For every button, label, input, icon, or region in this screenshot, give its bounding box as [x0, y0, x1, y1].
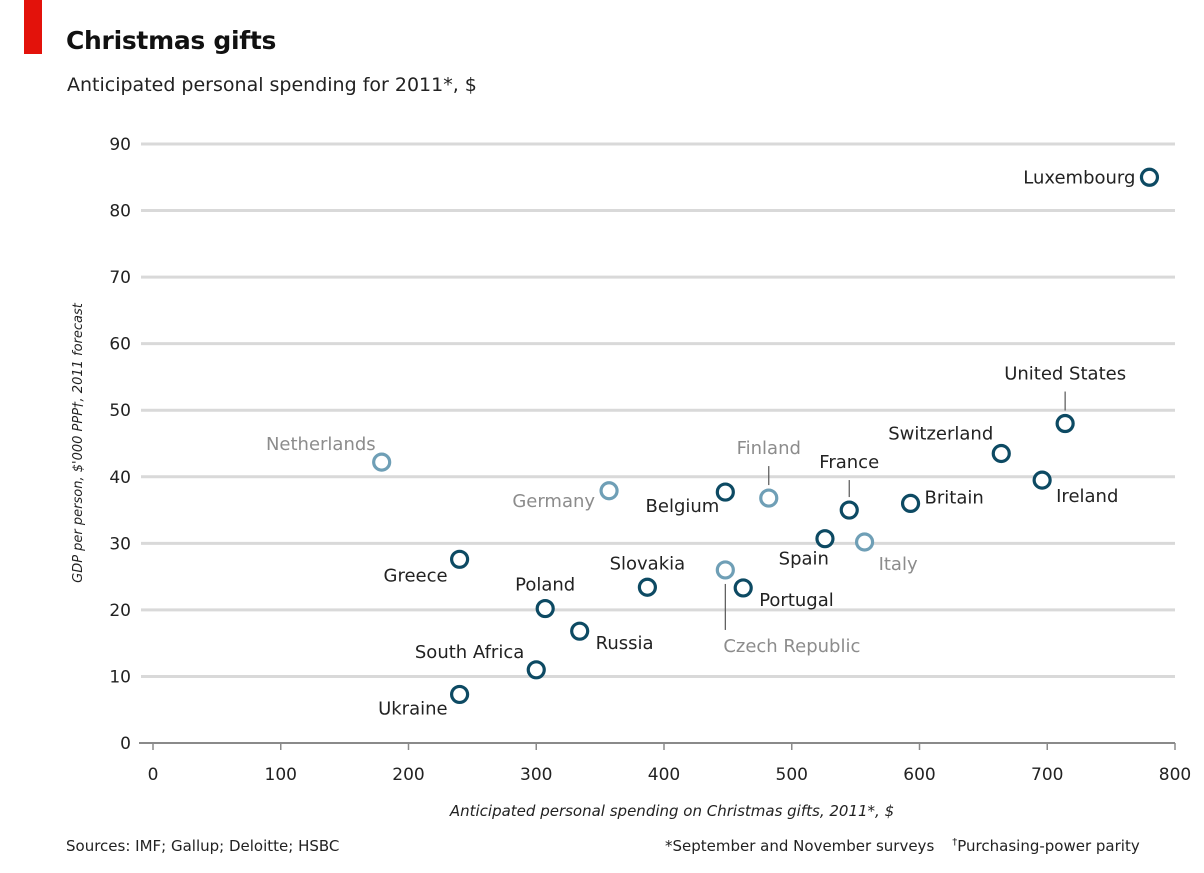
x-tick-label: 200: [392, 765, 424, 785]
point-label-luxembourg: Luxembourg: [1023, 167, 1135, 188]
point-label-italy: Italy: [879, 554, 918, 575]
point-switzerland: [991, 443, 1011, 464]
x-tick-label: 800: [1159, 765, 1191, 785]
x-tick-label: 500: [776, 765, 808, 785]
x-tick-label: 100: [265, 765, 297, 785]
point-russia: [570, 621, 590, 641]
point-label-ukraine: Ukraine: [378, 698, 448, 719]
point-ireland: [1032, 470, 1052, 490]
data-points: [372, 167, 1160, 705]
y-tick-label: 20: [109, 601, 131, 621]
y-tick-label: 50: [109, 401, 131, 421]
y-tick-label: 40: [109, 468, 131, 488]
y-tick-label: 90: [109, 135, 131, 155]
brand-red-tag: [24, 0, 42, 54]
point-label-united-states: United States: [1004, 364, 1126, 385]
point-netherlands: [372, 452, 392, 472]
y-axis-title: GDP per person, $'000 PPP†, 2011 forecas…: [71, 302, 86, 583]
point-label-switzerland: Switzerland: [888, 423, 993, 444]
point-label-south-africa: South Africa: [415, 642, 524, 663]
footer-notes: *September and November surveys †Purchasi…: [665, 837, 1184, 855]
point-greece: [450, 549, 470, 569]
point-portugal: [733, 578, 753, 598]
y-tick-label: 80: [109, 202, 131, 222]
point-south-africa: [526, 660, 546, 680]
footer-sources: Sources: IMF; Gallup; Deloitte; HSBC: [66, 837, 340, 855]
point-label-france: France: [819, 452, 879, 473]
y-tick-label: 30: [109, 534, 131, 554]
point-label-slovakia: Slovakia: [610, 553, 686, 574]
point-spain: [815, 529, 835, 549]
chart-subtitle: Anticipated personal spending for 2011*,…: [67, 74, 477, 96]
y-tick-label: 70: [109, 268, 131, 288]
chart-title: Christmas gifts: [66, 26, 277, 55]
x-tick-label: 700: [1031, 765, 1063, 785]
point-labels: Luxembourg United States Switzerland Irelan…: [266, 167, 1136, 719]
point-poland: [535, 598, 555, 619]
x-tick-label: 600: [903, 765, 935, 785]
point-label-russia: Russia: [596, 633, 654, 654]
leader-lines: [724, 391, 1066, 630]
footnote-dagger: Purchasing-power parity: [957, 837, 1140, 855]
gridlines: [141, 142, 1175, 678]
point-label-spain: Spain: [779, 549, 829, 570]
y-tick-label: 10: [109, 667, 131, 687]
x-tick-label: 400: [648, 765, 680, 785]
y-tick-label: 0: [120, 734, 131, 754]
point-britain: [900, 493, 921, 513]
x-tick-label: 300: [520, 765, 552, 785]
point-label-greece: Greece: [384, 565, 448, 586]
point-finland: [759, 488, 779, 508]
point-label-portugal: Portugal: [759, 590, 834, 611]
axes: 0 10 20 30 40 50 60 70 80 90 0 100 200 300 400 500 600 70…: [109, 135, 1191, 785]
y-tick-label: 60: [109, 335, 131, 355]
point-ukraine: [450, 684, 470, 705]
point-label-ireland: Ireland: [1056, 486, 1118, 507]
point-slovakia: [637, 577, 657, 597]
point-label-britain: Britain: [925, 487, 984, 508]
point-label-finland: Finland: [737, 438, 801, 459]
point-italy: [854, 532, 875, 552]
point-germany: [599, 481, 619, 501]
footnote-star: *September and November surveys: [665, 837, 935, 855]
x-tick-label: 0: [148, 765, 159, 785]
point-label-belgium: Belgium: [646, 496, 720, 517]
point-czech-republic: [715, 560, 735, 580]
point-luxembourg: [1139, 167, 1160, 187]
point-label-czech-republic: Czech Republic: [723, 636, 860, 657]
point-belgium: [715, 482, 735, 502]
point-france: [839, 500, 859, 520]
point-label-germany: Germany: [512, 491, 595, 512]
x-axis-title: Anticipated personal spending on Christm…: [449, 802, 894, 820]
point-label-netherlands: Netherlands: [266, 434, 376, 455]
point-united-states: [1055, 413, 1075, 434]
point-label-poland: Poland: [515, 575, 575, 596]
footnote-dagger-mark: †: [952, 837, 958, 848]
